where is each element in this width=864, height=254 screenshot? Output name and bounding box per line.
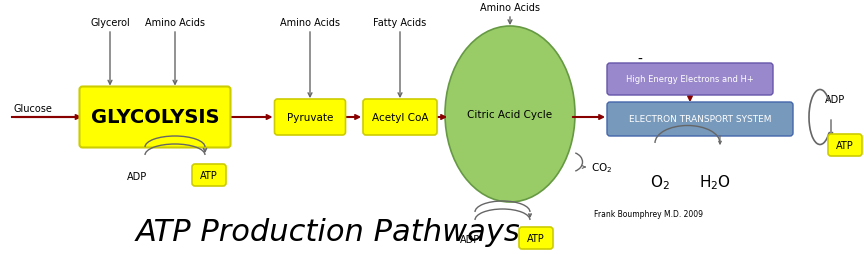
Text: Acetyl CoA: Acetyl CoA (372, 113, 429, 122)
Text: ATP: ATP (836, 140, 854, 150)
Text: Glycerol: Glycerol (90, 18, 130, 28)
Text: ADP: ADP (825, 95, 845, 105)
FancyBboxPatch shape (363, 100, 437, 135)
FancyBboxPatch shape (828, 134, 862, 156)
Text: Amino Acids: Amino Acids (280, 18, 340, 28)
Text: Citric Acid Cycle: Citric Acid Cycle (467, 109, 553, 120)
Text: ADP: ADP (127, 171, 147, 181)
Text: Amino Acids: Amino Acids (480, 3, 540, 13)
Text: ATP: ATP (527, 233, 545, 243)
Text: Pyruvate: Pyruvate (287, 113, 334, 122)
Text: H$_2$O: H$_2$O (699, 173, 731, 192)
FancyBboxPatch shape (607, 103, 793, 136)
Text: CO$_2$: CO$_2$ (591, 161, 613, 174)
FancyBboxPatch shape (275, 100, 346, 135)
Text: ATP: ATP (200, 170, 218, 180)
Text: Fatty Acids: Fatty Acids (373, 18, 427, 28)
Text: Frank Boumphrey M.D. 2009: Frank Boumphrey M.D. 2009 (594, 210, 702, 219)
Text: Amino Acids: Amino Acids (145, 18, 205, 28)
FancyBboxPatch shape (79, 87, 231, 148)
FancyBboxPatch shape (192, 164, 226, 186)
Text: ADP: ADP (460, 234, 480, 244)
FancyBboxPatch shape (519, 227, 553, 249)
Text: Glucose: Glucose (13, 104, 52, 114)
Text: GLYCOLYSIS: GLYCOLYSIS (91, 108, 219, 127)
Text: High Energy Electrons and H+: High Energy Electrons and H+ (626, 75, 754, 84)
Text: -: - (638, 53, 643, 67)
Text: ELECTRON TRANSPORT SYSTEM: ELECTRON TRANSPORT SYSTEM (629, 115, 772, 124)
FancyBboxPatch shape (607, 64, 773, 96)
Ellipse shape (445, 27, 575, 202)
Text: O$_2$: O$_2$ (650, 173, 670, 192)
Text: ATP Production Pathways: ATP Production Pathways (136, 217, 521, 246)
